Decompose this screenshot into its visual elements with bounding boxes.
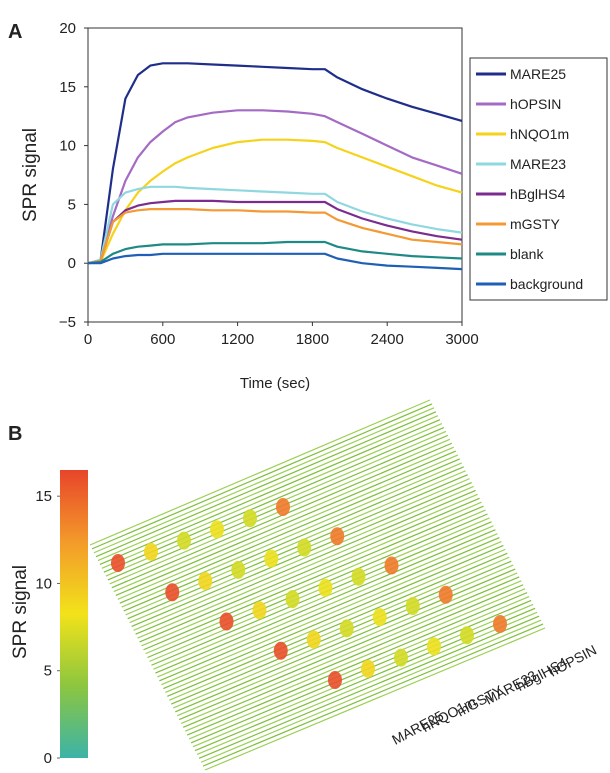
legend-label: hNQO1m xyxy=(510,126,569,142)
legend-label: blank xyxy=(510,246,544,262)
spot xyxy=(406,597,420,615)
mesh-line xyxy=(138,494,478,638)
spot xyxy=(340,619,354,637)
spot xyxy=(231,561,245,579)
legend-label: mGSTY xyxy=(510,216,560,232)
mesh-line xyxy=(177,573,517,716)
y-tick-label: 10 xyxy=(59,138,76,155)
mesh-line xyxy=(114,447,454,591)
spot xyxy=(394,649,408,667)
row-label: hOPSIN xyxy=(546,641,599,679)
spot xyxy=(352,568,366,586)
spot xyxy=(439,586,453,604)
y-axis-label: SPR signal xyxy=(20,128,41,222)
spot xyxy=(427,637,441,655)
x-tick-label: 0 xyxy=(84,331,92,348)
mesh-line xyxy=(140,498,480,642)
spot xyxy=(165,583,179,601)
legend-label: background xyxy=(510,276,583,292)
y-tick-label: 20 xyxy=(59,20,76,37)
spot xyxy=(328,671,342,689)
mesh-line xyxy=(100,420,440,565)
mesh-line xyxy=(96,412,436,557)
spot xyxy=(198,572,212,590)
series-line xyxy=(88,187,462,263)
spot xyxy=(177,532,191,550)
mesh-line xyxy=(136,490,476,634)
mesh-line xyxy=(134,486,474,630)
spot xyxy=(319,579,333,597)
spot xyxy=(253,601,267,619)
mesh-line xyxy=(116,451,456,595)
y-tick-label: 0 xyxy=(68,255,76,272)
panel-label: B xyxy=(8,423,22,445)
y-tick-label: −5 xyxy=(59,314,76,331)
spot xyxy=(297,538,311,556)
series-line xyxy=(88,63,462,263)
series-line xyxy=(88,242,462,263)
colorbar-tick-label: 0 xyxy=(44,750,52,767)
spot xyxy=(274,642,288,660)
mesh-line xyxy=(90,400,430,545)
figure: A B SPR signal Time (sec) SPR signal −5 0… xyxy=(0,0,610,773)
x-tick-label: 1800 xyxy=(296,331,329,348)
spot xyxy=(210,520,224,538)
spot xyxy=(361,660,375,678)
legend-label: hBglHS4 xyxy=(510,186,565,202)
mesh-line xyxy=(142,502,482,646)
spot xyxy=(144,543,158,561)
legend-label: hOPSIN xyxy=(510,96,561,112)
mesh-line xyxy=(120,459,460,603)
colorbar-tick-label: 10 xyxy=(35,575,52,592)
colorbar-tick-label: 15 xyxy=(35,488,52,505)
x-tick-label: 2400 xyxy=(371,331,404,348)
mesh-line xyxy=(165,549,505,692)
spot xyxy=(493,615,507,633)
legend-label: MARE23 xyxy=(510,156,566,172)
spot xyxy=(264,550,278,568)
panel-label: A xyxy=(8,21,22,43)
spot xyxy=(373,608,387,626)
spot xyxy=(243,509,257,527)
mesh-line xyxy=(92,404,432,549)
y-tick-label: 15 xyxy=(59,79,76,96)
mesh-line xyxy=(118,455,458,599)
colorbar-tick-label: 5 xyxy=(44,663,52,680)
spot xyxy=(460,626,474,644)
spot xyxy=(276,498,290,516)
x-tick-label: 1200 xyxy=(221,331,254,348)
mesh-line xyxy=(94,408,434,553)
x-axis-label: Time (sec) xyxy=(240,375,310,392)
x-tick-label: 600 xyxy=(150,331,175,348)
spot xyxy=(111,554,125,572)
mesh-line xyxy=(144,506,484,650)
y-tick-label: 5 xyxy=(68,196,76,213)
x-tick-label: 3000 xyxy=(445,331,478,348)
spot xyxy=(307,631,321,649)
legend-label: MARE25 xyxy=(510,66,566,82)
spot xyxy=(286,590,300,608)
spot xyxy=(385,557,399,575)
spot xyxy=(220,613,234,631)
legend-box xyxy=(470,58,607,300)
colorbar xyxy=(60,470,88,758)
colorbar-label: SPR signal xyxy=(10,565,31,659)
mesh-line xyxy=(98,416,438,561)
spot xyxy=(330,527,344,545)
surface-mesh xyxy=(90,400,545,770)
